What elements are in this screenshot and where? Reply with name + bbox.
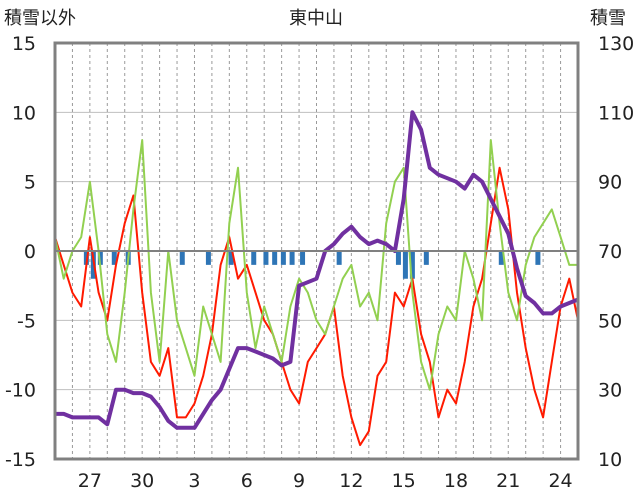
left-axis-label: 積雪以外 (4, 8, 76, 29)
left-tick-label-3: 0 (24, 241, 36, 263)
left-axis-ticks: 15 10 5 0 -5 -10 -15 (5, 33, 36, 471)
bar-18 (423, 251, 429, 265)
bar-13 (300, 251, 306, 265)
bar-10 (272, 251, 278, 265)
x-axis-ticks: 27 30 3 6 9 12 15 18 21 24 (78, 470, 573, 492)
x-tick-label-2: 3 (188, 470, 200, 492)
right-axis-label: 積雪 (590, 8, 626, 29)
left-tick-label-6: -15 (5, 449, 36, 471)
bar-19 (498, 251, 504, 265)
right-tick-label-0: 130 (598, 33, 634, 55)
right-tick-label-6: 10 (598, 449, 622, 471)
left-tick-label-1: 10 (12, 102, 36, 124)
x-tick-label-9: 24 (548, 470, 572, 492)
right-tick-label-2: 90 (598, 172, 622, 194)
left-tick-label-4: -5 (17, 310, 36, 332)
left-tick-label-0: 15 (12, 33, 36, 55)
bar-5 (179, 251, 185, 265)
bar-16 (402, 251, 408, 279)
x-tick-label-1: 30 (130, 470, 154, 492)
right-tick-label-5: 30 (598, 380, 622, 402)
bar-11 (280, 251, 286, 265)
bar-6 (205, 251, 211, 265)
series-line-2 (55, 110, 579, 430)
x-tick-label-4: 9 (293, 470, 305, 492)
bar-3 (111, 251, 117, 265)
series-layer (54, 110, 579, 447)
bar-15 (395, 251, 401, 265)
plot-frame (53, 41, 580, 461)
bar-8 (251, 251, 257, 265)
x-tick-label-3: 6 (241, 470, 253, 492)
right-tick-label-1: 110 (598, 102, 634, 124)
left-tick-label-5: -10 (5, 380, 36, 402)
bar-17 (409, 251, 415, 279)
chart-title: 東中山 (289, 8, 343, 29)
x-tick-label-5: 12 (339, 470, 363, 492)
x-tick-label-6: 15 (392, 470, 416, 492)
right-tick-label-3: 70 (598, 241, 622, 263)
x-tick-label-7: 18 (444, 470, 468, 492)
bar-12 (289, 251, 295, 265)
x-tick-label-0: 27 (78, 470, 102, 492)
bar-14 (336, 251, 342, 265)
right-tick-label-4: 50 (598, 310, 622, 332)
right-axis-ticks: 130 110 90 70 50 30 10 (598, 33, 634, 471)
series-line-0 (54, 166, 579, 447)
bar-9 (263, 251, 269, 265)
series-line-1 (54, 139, 578, 391)
bar-7 (228, 251, 234, 265)
bar-20 (535, 251, 541, 265)
x-tick-label-8: 21 (496, 470, 520, 492)
left-tick-label-2: 5 (24, 172, 36, 194)
